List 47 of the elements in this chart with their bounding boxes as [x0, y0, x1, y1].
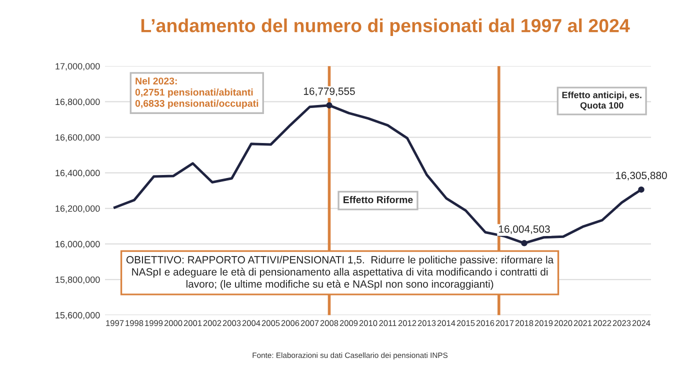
x-tick-label: 1997: [106, 320, 124, 326]
x-tick-label: 2016: [476, 320, 494, 326]
x-tick-label: 2010: [359, 320, 378, 326]
y-tick-label: 16,200,000: [56, 205, 100, 213]
x-tick-label: 2022: [593, 320, 612, 326]
x-tick-label: 2015: [456, 320, 475, 326]
point: [326, 102, 332, 108]
chart-title: L’andamento del numero di pensionati dal 1997 al 2024: [141, 18, 630, 36]
x-tick-label: 2017: [496, 320, 514, 326]
x-tick-label: 2001: [184, 320, 202, 326]
x-tick-label: 2006: [281, 320, 300, 326]
x-tick-label: 2007: [300, 320, 319, 326]
annotation: 16,305,880: [616, 172, 667, 180]
x-tick-label: 2009: [340, 320, 358, 326]
x-tick-label: 2005: [262, 320, 280, 326]
annotation: 16,779,555: [304, 88, 355, 96]
y-tick-label: 16,800,000: [56, 98, 100, 106]
y-tick-label: 16,600,000: [56, 134, 100, 142]
annotation: Effetto Riforme: [344, 196, 413, 204]
point: [521, 240, 528, 246]
x-tick-label: 2011: [379, 320, 396, 326]
y-tick-label: 15,800,000: [56, 276, 100, 284]
point: [638, 186, 644, 193]
annotation: Nel 2023: 0,2751 pensionati/abitanti 0,6833 pensionati/occupati: [135, 77, 258, 109]
x-tick-label: 1998: [126, 320, 144, 326]
x-tick-label: 2019: [534, 320, 553, 326]
y-tick-label: 15,600,000: [56, 312, 100, 320]
annotation: 16,004,503: [498, 225, 550, 234]
x-tick-label: 2002: [203, 320, 222, 326]
x-tick-label: 2008: [320, 320, 338, 326]
y-tick-label: 17,000,000: [56, 63, 100, 71]
x-tick-label: 2014: [437, 320, 456, 326]
x-tick-label: 2020: [554, 320, 572, 326]
y-tick-label: 16,000,000: [56, 240, 100, 248]
x-tick-label: 2018: [515, 320, 534, 326]
y-tick-label: 16,400,000: [56, 170, 100, 178]
x-tick-label: 2000: [164, 320, 182, 326]
x-tick-label: 2013: [418, 320, 436, 326]
x-tick-label: 2021: [574, 320, 592, 326]
x-tick-label: 1999: [145, 320, 163, 326]
x-tick-label: 2023: [612, 320, 631, 326]
x-tick-label: 2004: [242, 320, 260, 326]
annotation: Effetto anticipi, es. Quota 100: [562, 92, 642, 110]
x-tick-label: 2012: [398, 320, 416, 326]
x-tick-label: 2024: [632, 320, 650, 326]
annotation: OBIETTIVO: RAPPORTO ATTIVI/PENSIONATI 1,5. Ridurre le politiche passive: riformare la NASpI e adeguare le età di pensionamento alla aspettativa di vita modificando i contratti di lavoro; (le ultime modifiche su età e NASpI non sono incoraggianti): [126, 256, 554, 290]
x-tick-label: 2003: [222, 320, 241, 326]
